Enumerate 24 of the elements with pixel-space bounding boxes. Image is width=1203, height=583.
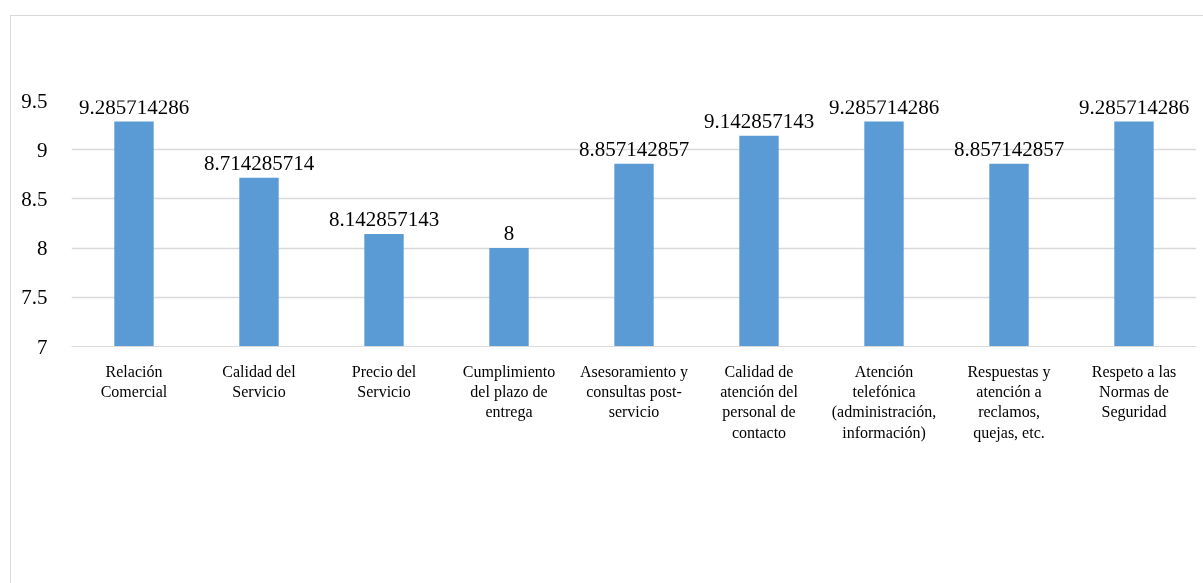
y-tick-label: 8.5 — [21, 186, 48, 211]
y-tick-label: 7 — [37, 334, 48, 359]
data-label: 8.857142857 — [953, 136, 1065, 161]
data-label: 8 — [503, 221, 515, 246]
data-label: 8.142857143 — [328, 207, 440, 232]
x-tick-label: Atención telefónica (administración, información) — [831, 362, 937, 442]
data-label: 8.857142857 — [578, 136, 690, 161]
data-label: 8.714285714 — [203, 150, 315, 175]
data-label: 9.142857143 — [703, 108, 815, 133]
x-tick-label: Relación Comercial — [100, 362, 168, 400]
y-tick-label: 7.5 — [21, 285, 48, 310]
data-label: 9.285714286 — [1078, 94, 1190, 119]
x-tick-label: Cumplimiento del plazo de entrega — [462, 362, 556, 422]
y-tick-label: 9.5 — [21, 88, 48, 113]
x-tick-label: Precio del Servicio — [351, 362, 417, 400]
x-tick-label: Calidad de atención del personal de contacto — [720, 362, 799, 441]
x-tick-label: Respeto a las Normas de Seguridad — [1091, 362, 1177, 422]
data-label: 9.285714286 — [828, 94, 940, 119]
x-tick-label: Calidad del Servicio — [222, 362, 297, 400]
y-tick-label: 9 — [37, 137, 48, 162]
x-tick-label: Asesoramiento y consultas post-servicio — [580, 362, 688, 421]
data-label: 9.285714286 — [78, 94, 190, 119]
x-tick-label: Respuestas y atención a reclamos, quejas, etc. — [967, 362, 1051, 442]
y-tick-label: 8 — [37, 236, 48, 261]
